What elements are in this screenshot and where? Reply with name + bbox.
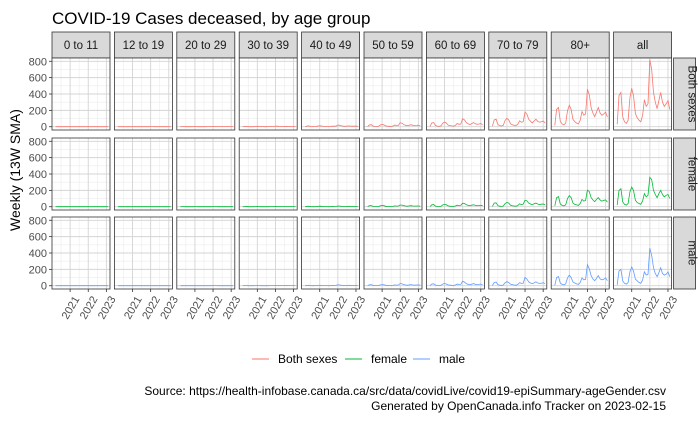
facet-strip-label: 60 to 69 <box>435 40 477 52</box>
y-tick-label: 400 <box>29 169 47 181</box>
x-tick-label: 2021 <box>497 294 520 321</box>
y-tick-label: 0 <box>41 202 47 214</box>
x-tick-label: 2023 <box>408 294 431 321</box>
x-tick-label: 2021 <box>185 294 208 321</box>
y-tick-label: 800 <box>29 215 47 227</box>
x-tick-label: 2021 <box>60 294 83 321</box>
facet-panels: 0 to 11020040060080002004006008000200400… <box>29 32 698 322</box>
y-tick-label: 800 <box>29 136 47 148</box>
x-tick-label: 2023 <box>158 294 181 321</box>
y-tick-label: 400 <box>29 248 47 260</box>
x-tick-label: 2022 <box>452 294 475 321</box>
x-tick-label: 2021 <box>559 294 582 321</box>
facet-strip-label: all <box>637 40 649 52</box>
y-tick-label: 0 <box>41 281 47 293</box>
y-axis-label: Weekly (13W SMA) <box>7 109 23 231</box>
facet-strip-label: 0 to 11 <box>64 40 98 52</box>
x-tick-label: 2021 <box>372 294 395 321</box>
y-tick-label: 200 <box>29 264 47 276</box>
x-tick-label: 2022 <box>577 294 600 321</box>
facet-strip-label: male <box>686 241 698 266</box>
facet-strip-label: female <box>686 157 698 192</box>
legend: Both sexes female male <box>252 352 465 366</box>
y-tick-label: 600 <box>29 153 47 165</box>
y-tick-label: 400 <box>29 89 47 101</box>
facet-strip-label: 12 to 19 <box>123 40 165 52</box>
facet-strip-label: 20 to 29 <box>185 40 227 52</box>
x-tick-label: 2022 <box>390 294 413 321</box>
facet-strip-label: Both sexes <box>686 66 698 123</box>
y-tick-label: 600 <box>29 232 47 244</box>
x-tick-label: 2022 <box>140 294 163 321</box>
x-tick-label: 2023 <box>346 294 369 321</box>
y-tick-label: 600 <box>29 73 47 85</box>
source-caption: Source: https://health-infobase.canada.c… <box>144 384 666 398</box>
x-tick-label: 2021 <box>122 294 145 321</box>
facet-strip-label: 80+ <box>570 40 590 52</box>
y-tick-label: 800 <box>29 56 47 68</box>
x-tick-label: 2023 <box>470 294 493 321</box>
x-tick-label: 2022 <box>639 294 662 321</box>
x-tick-label: 2023 <box>595 294 618 321</box>
x-tick-label: 2023 <box>533 294 556 321</box>
y-tick-label: 200 <box>29 105 47 117</box>
x-tick-label: 2022 <box>203 294 226 321</box>
facet-strip-label: 30 to 39 <box>247 40 289 52</box>
x-tick-label: 2022 <box>265 294 288 321</box>
x-tick-label: 2023 <box>283 294 306 321</box>
legend-label: male <box>439 352 465 366</box>
y-tick-label: 0 <box>41 122 47 134</box>
facet-strip-label: 50 to 59 <box>372 40 414 52</box>
x-tick-label: 2023 <box>658 294 681 321</box>
x-tick-label: 2021 <box>309 294 332 321</box>
x-tick-label: 2021 <box>434 294 457 321</box>
generated-caption: Generated by OpenCanada.info Tracker on … <box>371 399 666 413</box>
x-tick-label: 2022 <box>78 294 101 321</box>
chart-title: COVID-19 Cases deceased, by age group <box>52 9 370 28</box>
x-tick-label: 2021 <box>247 294 270 321</box>
y-tick-label: 200 <box>29 185 47 197</box>
legend-label: female <box>371 352 407 366</box>
facet-strip-label: 40 to 49 <box>310 40 352 52</box>
facet-strip-label: 70 to 79 <box>497 40 539 52</box>
x-tick-label: 2022 <box>327 294 350 321</box>
x-tick-label: 2023 <box>221 294 244 321</box>
legend-label: Both sexes <box>278 352 337 366</box>
x-tick-label: 2023 <box>96 294 119 321</box>
x-tick-label: 2021 <box>621 294 644 321</box>
x-tick-label: 2022 <box>515 294 538 321</box>
